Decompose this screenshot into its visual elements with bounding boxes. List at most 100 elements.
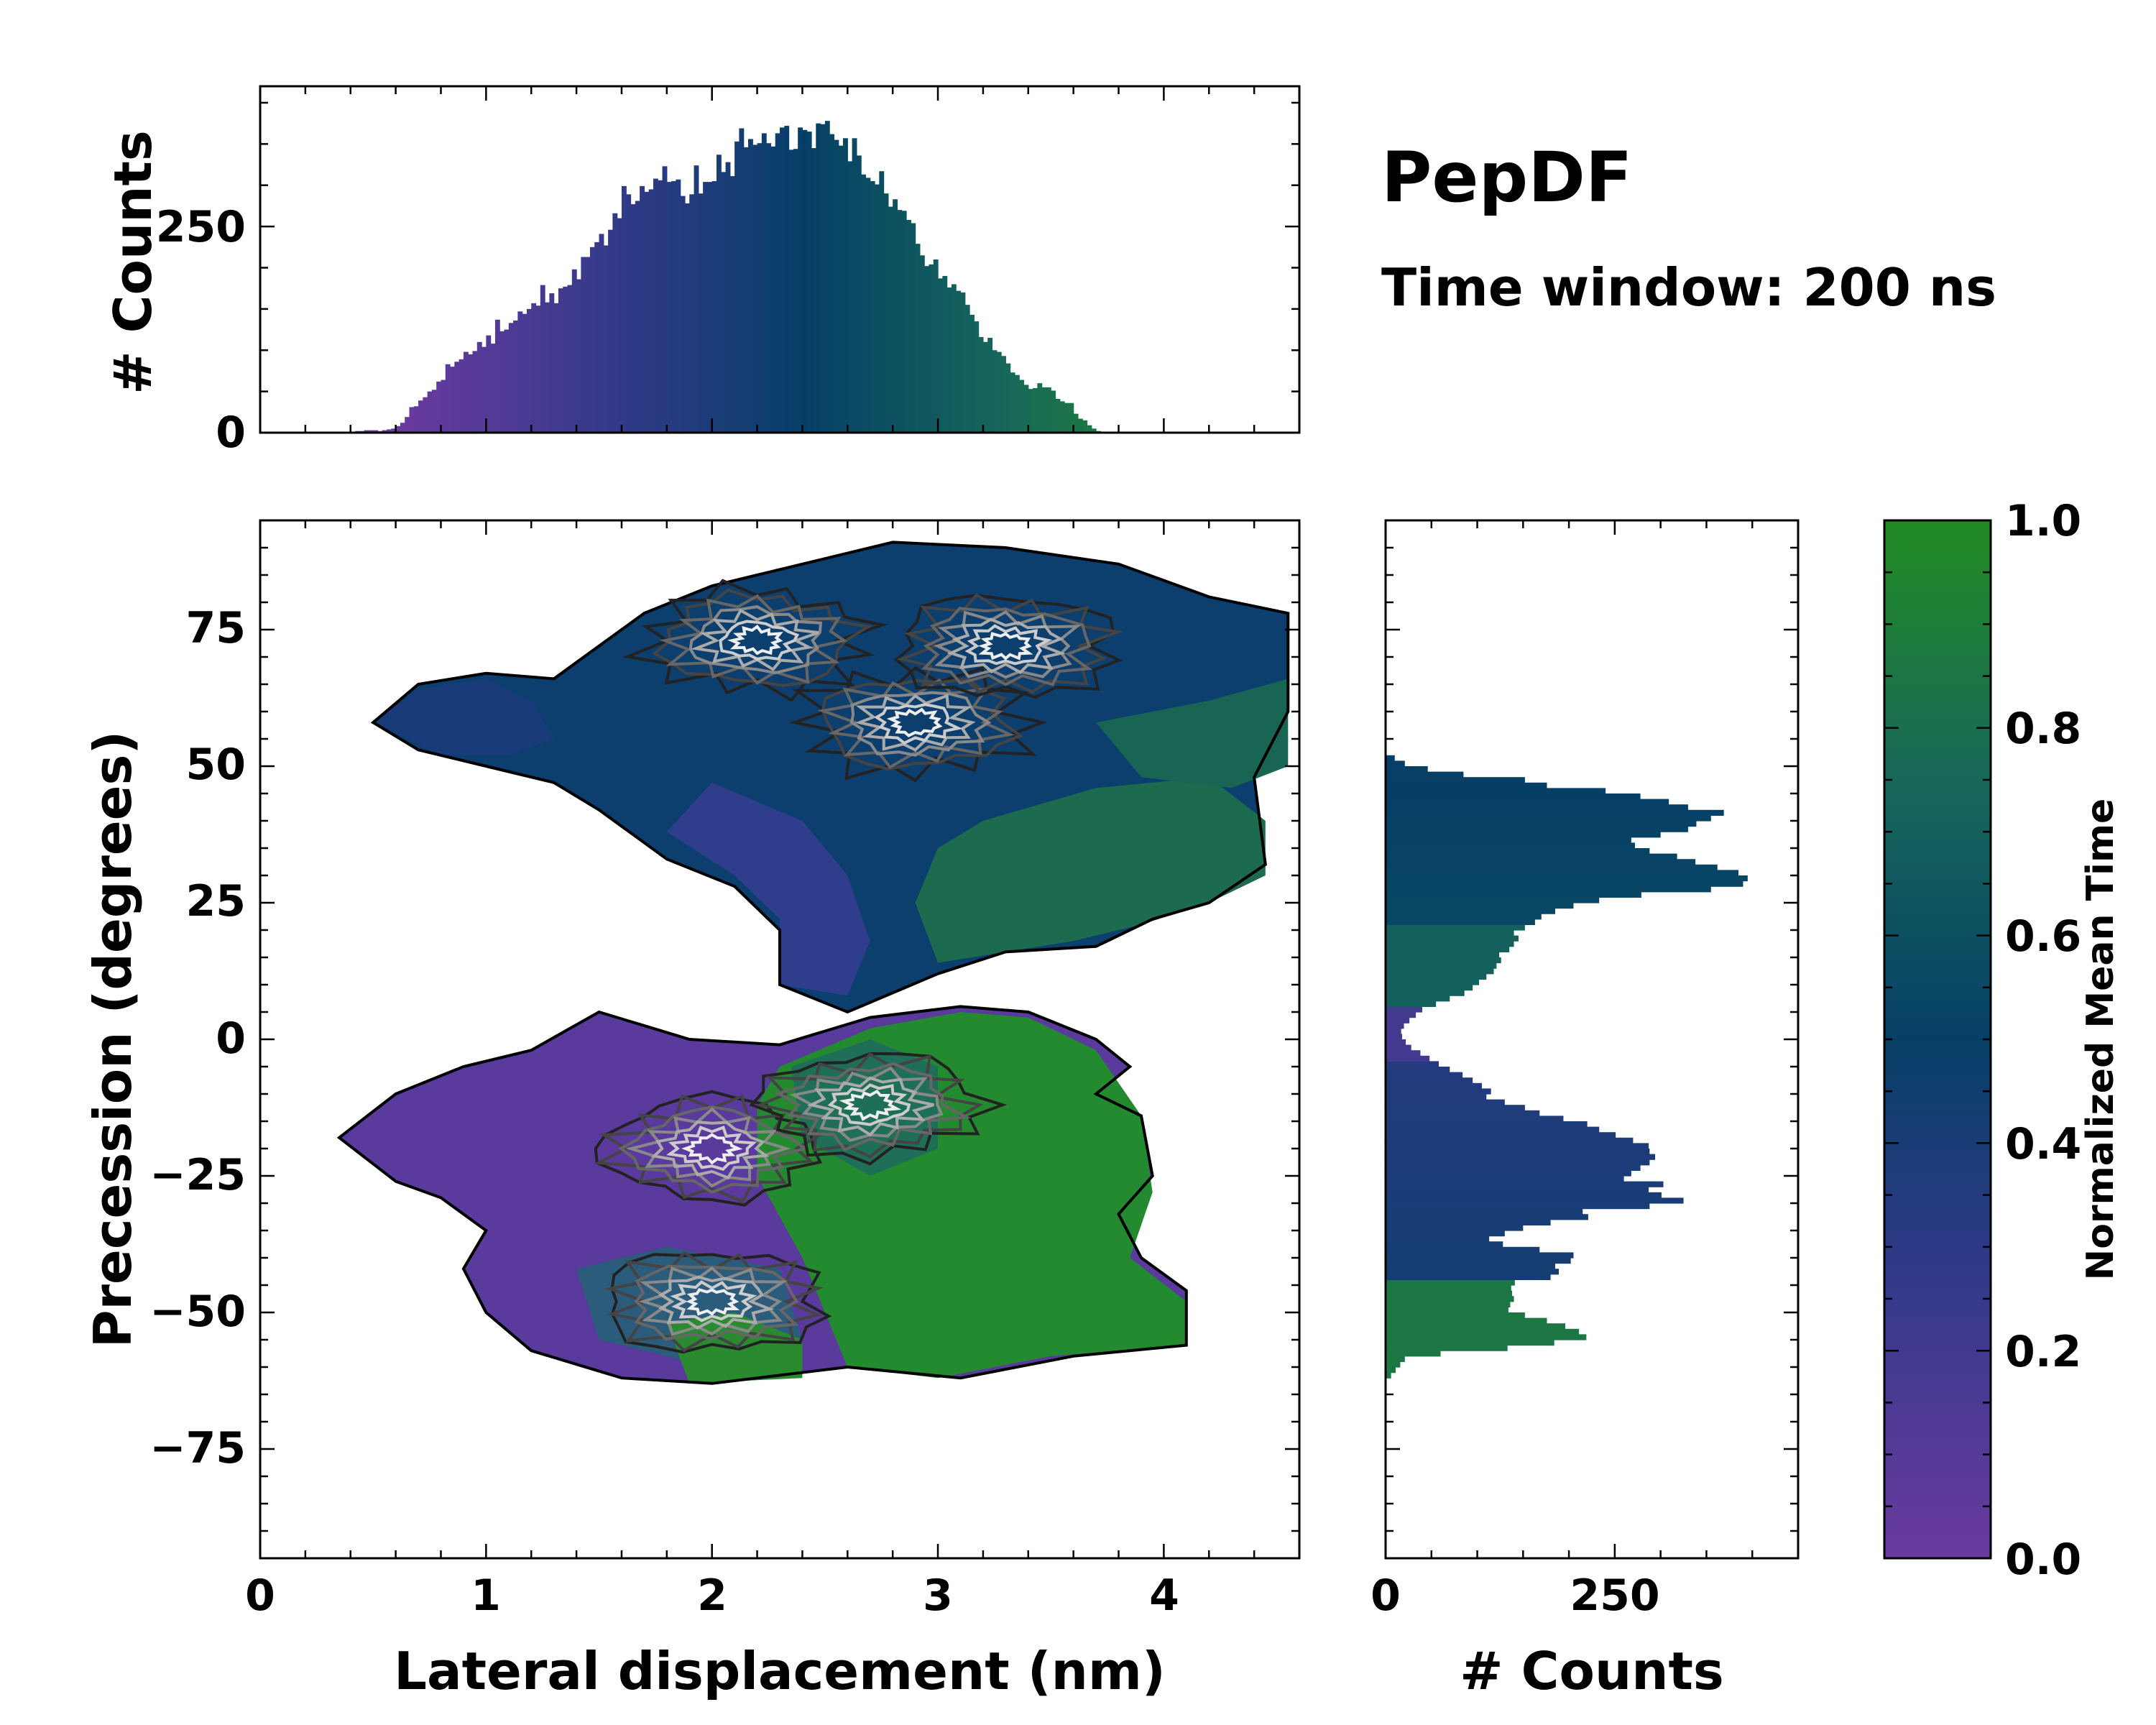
top-histogram-bar [468,354,474,433]
heatmap-ytick-label: 25 [186,876,247,926]
right-histogram-bar [1386,886,1711,893]
right-histogram-bar [1386,880,1743,887]
top-histogram-bar [1055,398,1061,433]
right-histogram-bar [1386,766,1428,773]
top-histogram-bar [563,286,568,433]
right-histogram-bar [1386,1323,1566,1330]
top-histogram-bar [513,320,518,433]
top-histogram-bar [798,127,803,433]
top-histogram-bar [423,397,428,433]
right-histogram-bar [1386,1028,1401,1034]
top-histogram-bar [739,128,745,433]
top-histogram-bar [662,166,668,433]
right-histogram-bar [1386,1246,1540,1253]
heatmap-contour [886,707,943,737]
right-histogram-bar [1386,1225,1524,1231]
top-histogram-bar [612,213,618,433]
right-histogram-bar [1386,1345,1508,1351]
right-histogram-bar [1386,1126,1600,1133]
right-histogram-bar [1386,1077,1473,1084]
right-histogram-bar [1386,1044,1411,1051]
heatmap-xtick-label: 2 [697,1570,727,1621]
top-histogram-bar [585,257,591,433]
top-histogram-bar [865,178,871,433]
top-histogram-bar [567,285,573,433]
right-histogram-bar [1386,1214,1588,1220]
right-histogram-bars [1386,755,1748,1379]
heatmap-contour [727,625,783,656]
right-histogram-bar [1386,903,1574,909]
top-histogram-bar [964,305,970,433]
right-histogram-bar [1386,1285,1511,1292]
right-xtick-label: 0 [1370,1570,1401,1621]
right-histogram-bar [1386,870,1739,876]
right-histogram-bar [1386,1105,1525,1111]
right-histogram-bar [1386,1170,1631,1177]
top-histogram-bar [897,210,903,433]
right-histogram-bar [1386,1017,1410,1024]
figure-title: PepDF [1381,137,1632,218]
top-histogram-bar [517,311,523,433]
top-histogram-bar [490,344,496,433]
top-histogram-bar [978,336,984,433]
right-histogram-bar [1386,1317,1547,1324]
top-histogram-bar [431,390,437,433]
heatmap-contour [625,1107,791,1188]
right-histogram-bar [1386,799,1669,805]
heatmap-contour [651,1121,770,1180]
top-histogram: 0 250 # Counts [103,85,1301,458]
right-histogram-bar [1386,1143,1649,1149]
top-histogram-bar [1064,402,1069,433]
main-heatmap: 0 1 2 3 4 75 50 25 0 −25 −50 −75 Lateral… [83,86,1798,1701]
right-histogram-bar [1386,1110,1540,1116]
top-histogram-bar [883,193,889,433]
top-histogram-bar [852,138,857,433]
heatmap-frame [259,519,1301,1560]
right-histogram-bar [1386,777,1525,783]
top-histogram-bar [450,367,455,433]
figure-subtitle: Time window: 200 ns [1381,257,1996,318]
heatmap-contour [873,703,963,745]
top-histogram-bar [951,284,957,433]
colorbar-tick-label: 0.2 [2005,1327,2081,1377]
top-histogram-bar [879,171,885,433]
right-histogram-bar [1386,1116,1564,1122]
right-histogram-bar [1386,1067,1450,1073]
right-histogram-bar [1386,935,1519,942]
right-histogram-bar [1386,946,1510,952]
top-histogram-bar [752,144,758,433]
right-histogram-bar [1386,1099,1505,1105]
right-histogram-bar [1386,1258,1571,1264]
top-histogram-bar [901,211,907,433]
colorbar-tick-label: 1.0 [2005,496,2081,546]
right-histogram-bar [1386,1094,1487,1100]
top-histogram-bar [956,290,962,433]
top-histogram-bar [729,176,735,433]
heatmap-contour [594,1090,822,1207]
top-histogram-bar [445,364,451,433]
right-histogram-bar [1386,1055,1430,1062]
top-histogram-ylabel: # Counts [103,130,163,395]
top-histogram-bar [824,121,830,433]
heatmap-ytick-label: −25 [149,1150,246,1200]
right-histogram-bar [1386,1252,1574,1259]
right-histogram-bar [1386,919,1535,925]
top-histogram-bar [829,134,835,433]
heatmap-contour [634,1264,799,1341]
right-histogram-bar [1386,1039,1406,1046]
right-histogram-bar [1386,995,1450,1002]
top-histogram-bar [413,406,419,433]
right-histogram-bar [1386,973,1487,980]
right-histogram-bar [1386,771,1464,778]
top-histogram-bar [689,194,695,433]
top-histogram-bar [888,206,893,433]
top-histogram-bar [405,417,410,433]
right-histogram-bar [1386,1192,1662,1198]
top-histogram-bar [387,429,392,433]
right-histogram-bar [1386,1000,1437,1007]
top-histogram-bar [576,279,581,433]
right-histogram-bar [1386,891,1641,898]
heatmap-upper-left-patch [373,678,554,755]
heatmap-contour [789,666,1048,783]
top-histogram-bar [1028,389,1033,433]
